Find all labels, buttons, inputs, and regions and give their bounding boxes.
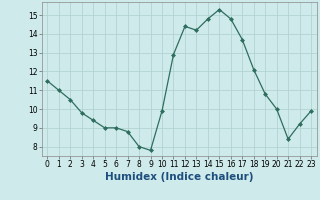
X-axis label: Humidex (Indice chaleur): Humidex (Indice chaleur) — [105, 172, 253, 182]
